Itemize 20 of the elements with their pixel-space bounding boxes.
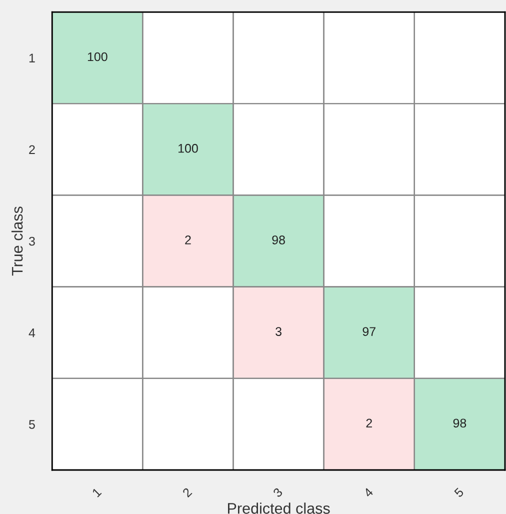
data-label: 2 bbox=[366, 418, 372, 428]
y-tick-label: 5 bbox=[29, 420, 35, 429]
data-label: 98 bbox=[272, 236, 285, 244]
data-label: 3 bbox=[276, 327, 282, 336]
y-tick-label: 3 bbox=[28, 236, 35, 246]
x-tick-label: 1 bbox=[92, 487, 102, 498]
data-label: 97 bbox=[362, 327, 376, 336]
x-tick-label: 3 bbox=[272, 487, 283, 498]
data-label: 100 bbox=[88, 52, 108, 62]
data-label: 98 bbox=[453, 418, 466, 428]
x-tick-label: 2 bbox=[182, 487, 192, 498]
y-tick-label: 2 bbox=[29, 145, 35, 154]
y-axis-title: True class bbox=[11, 206, 23, 276]
data-label: 100 bbox=[178, 144, 198, 153]
y-tick-label: 4 bbox=[28, 328, 36, 338]
x-tick-label: 5 bbox=[454, 487, 464, 498]
x-tick-label: 4 bbox=[363, 487, 374, 498]
data-label: 2 bbox=[185, 236, 191, 244]
x-axis-title: Predicted class bbox=[228, 502, 330, 514]
y-tick-label: 1 bbox=[29, 54, 35, 62]
